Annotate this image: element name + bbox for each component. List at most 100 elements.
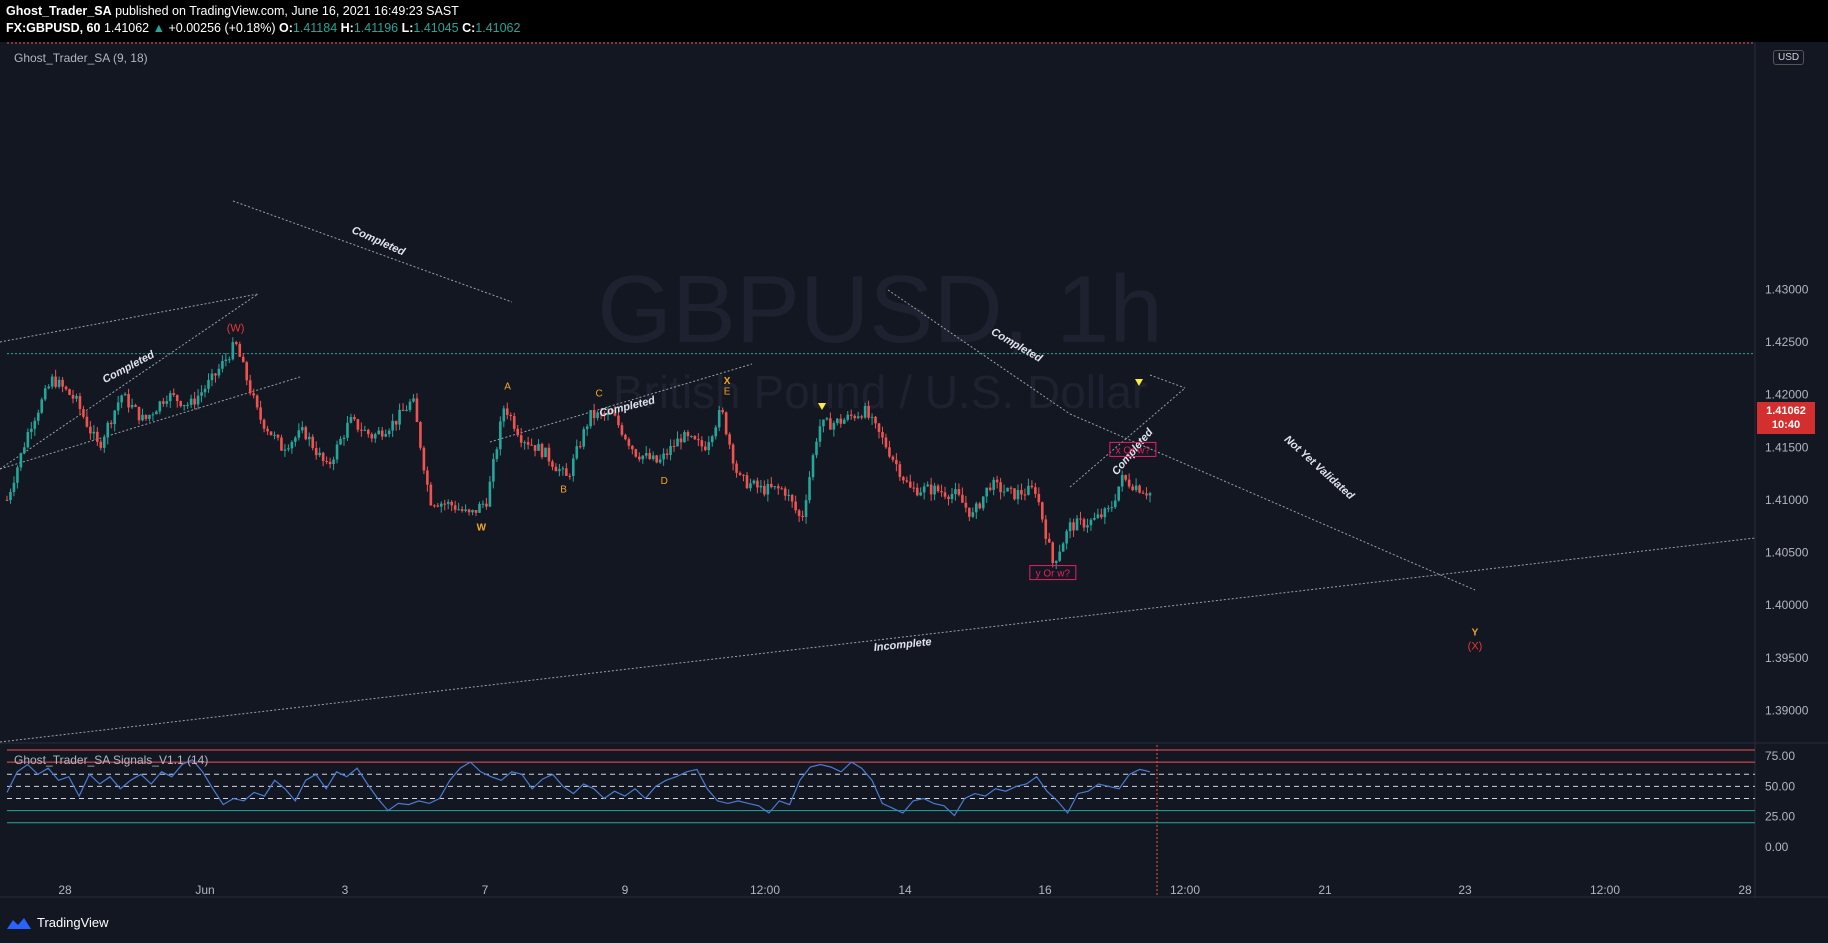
candle-body xyxy=(377,430,381,435)
candle-body xyxy=(919,492,923,496)
time-tick-label[interactable]: Jun xyxy=(195,883,214,897)
time-tick-label[interactable]: 23 xyxy=(1458,883,1472,897)
time-tick-label[interactable]: 28 xyxy=(1738,883,1752,897)
sub-indicator-label[interactable]: Ghost_Trader_SA Signals_V1.1 (14) xyxy=(14,753,209,767)
time-tick-label[interactable]: 7 xyxy=(482,883,489,897)
price-tick-label[interactable]: 1.40500 xyxy=(1765,546,1809,560)
box-label-frame xyxy=(1029,565,1077,581)
time-tick-label[interactable]: 12:00 xyxy=(1170,883,1200,897)
candle-body xyxy=(464,509,467,511)
candle-body xyxy=(547,447,551,462)
tradingview-logo[interactable]: TradingView xyxy=(6,915,109,930)
candle-body xyxy=(770,483,773,488)
price-tick-label[interactable]: 1.41000 xyxy=(1765,493,1809,507)
candle-body xyxy=(196,395,200,405)
time-tick-label[interactable]: 12:00 xyxy=(1590,883,1620,897)
candles xyxy=(5,337,1152,570)
time-tick-label[interactable]: 28 xyxy=(58,883,72,897)
close-label: C: xyxy=(462,21,476,35)
candle-body xyxy=(759,485,763,488)
candle-body xyxy=(474,510,478,513)
price-tick-label[interactable]: 1.40000 xyxy=(1765,598,1809,612)
time-tick-label[interactable]: 9 xyxy=(622,883,629,897)
candle-body xyxy=(356,419,360,430)
time-tick-label[interactable]: 12:00 xyxy=(750,883,780,897)
candle-body xyxy=(1072,522,1075,531)
candle-body xyxy=(860,416,863,418)
candle-body xyxy=(912,487,916,489)
candle-body xyxy=(908,481,912,488)
candle-body xyxy=(82,409,85,417)
candle-body xyxy=(1093,517,1096,520)
candle-body xyxy=(693,436,697,440)
time-tick-label[interactable]: 14 xyxy=(898,883,912,897)
candle-body xyxy=(658,459,662,463)
candle-body xyxy=(512,416,516,429)
oscillator-tick-label: 75.00 xyxy=(1765,749,1795,763)
chart-canvas[interactable]: GBPUSD, 1h British Pound / U.S. Dollar C… xyxy=(0,42,1828,898)
candle-body xyxy=(175,394,179,402)
currency-badge[interactable]: USD xyxy=(1773,50,1805,65)
open-value: 1.41184 xyxy=(292,21,338,35)
price-tick-label[interactable]: 1.39500 xyxy=(1765,651,1809,665)
candle-body xyxy=(266,428,269,432)
time-tick-label[interactable]: 16 xyxy=(1038,883,1052,897)
candle-body xyxy=(648,453,652,459)
candle-body xyxy=(217,368,221,376)
candle-body xyxy=(1037,493,1041,503)
candle-body xyxy=(1103,508,1107,518)
main-indicator-label[interactable]: Ghost_Trader_SA (9, 18) xyxy=(14,51,148,65)
chart-area[interactable]: GBPUSD, 1h British Pound / U.S. Dollar C… xyxy=(0,42,1828,898)
candle-body xyxy=(5,499,9,501)
signal-marker-icon xyxy=(818,403,826,410)
wave-label: Y xyxy=(1472,628,1479,639)
price-tick-label[interactable]: 1.43000 xyxy=(1765,282,1809,296)
candle-body xyxy=(1079,518,1082,520)
candle-body xyxy=(690,436,693,438)
candle-body xyxy=(33,420,37,429)
candle-body xyxy=(842,419,846,424)
candle-body xyxy=(221,361,224,369)
candle-body xyxy=(471,510,474,513)
price-tick-label[interactable]: 1.39000 xyxy=(1765,703,1809,717)
candle-body xyxy=(704,446,707,451)
candle-body xyxy=(637,456,641,460)
candle-body xyxy=(891,456,895,460)
candle-body xyxy=(391,420,394,431)
candle-body xyxy=(12,482,16,492)
candle-body xyxy=(634,449,638,457)
candle-body xyxy=(61,379,64,387)
candle-body xyxy=(387,430,391,435)
time-tick-label[interactable]: 21 xyxy=(1318,883,1332,897)
candle-body xyxy=(203,388,207,393)
candle-body xyxy=(551,461,554,467)
candle-body xyxy=(75,396,78,399)
candle-body xyxy=(995,479,999,483)
oscillator-pane[interactable]: 75.00 50.00 25.00 0.00 xyxy=(6,745,1795,897)
candle-body xyxy=(130,405,134,408)
price-axis[interactable]: 1.43000 1.42500 1.42000 1.41500 1.41000 1.405… xyxy=(1765,282,1809,717)
trendline xyxy=(1069,387,1186,488)
price-tick-label[interactable]: 1.42000 xyxy=(1765,388,1809,402)
candle-body xyxy=(971,512,975,517)
candle-body xyxy=(849,414,853,416)
price-tick-label[interactable]: 1.41500 xyxy=(1765,440,1809,454)
time-tick-label[interactable]: 3 xyxy=(342,883,349,897)
candle-body xyxy=(89,426,92,434)
candle-body xyxy=(940,491,943,493)
candle-body xyxy=(794,501,797,511)
candle-body xyxy=(683,432,686,443)
author-name[interactable]: Ghost_Trader_SA xyxy=(6,4,112,18)
candle-body xyxy=(162,401,165,404)
candle-body xyxy=(888,447,891,457)
candle-body xyxy=(165,401,169,404)
candle-body xyxy=(43,388,47,400)
candle-body xyxy=(1124,475,1127,480)
symbol-label[interactable]: FX:GBPUSD, 60 xyxy=(6,21,101,35)
candle-body xyxy=(603,413,606,415)
candle-body xyxy=(947,496,950,500)
time-axis[interactable]: 28 Jun 3 7 9 12:00 14 16 12:00 21 23 12:00 28 xyxy=(58,883,1752,897)
watermark-name: British Pound / U.S. Dollar xyxy=(613,366,1147,418)
price-tick-label[interactable]: 1.42500 xyxy=(1765,335,1809,349)
footer: TradingView xyxy=(0,905,1828,943)
